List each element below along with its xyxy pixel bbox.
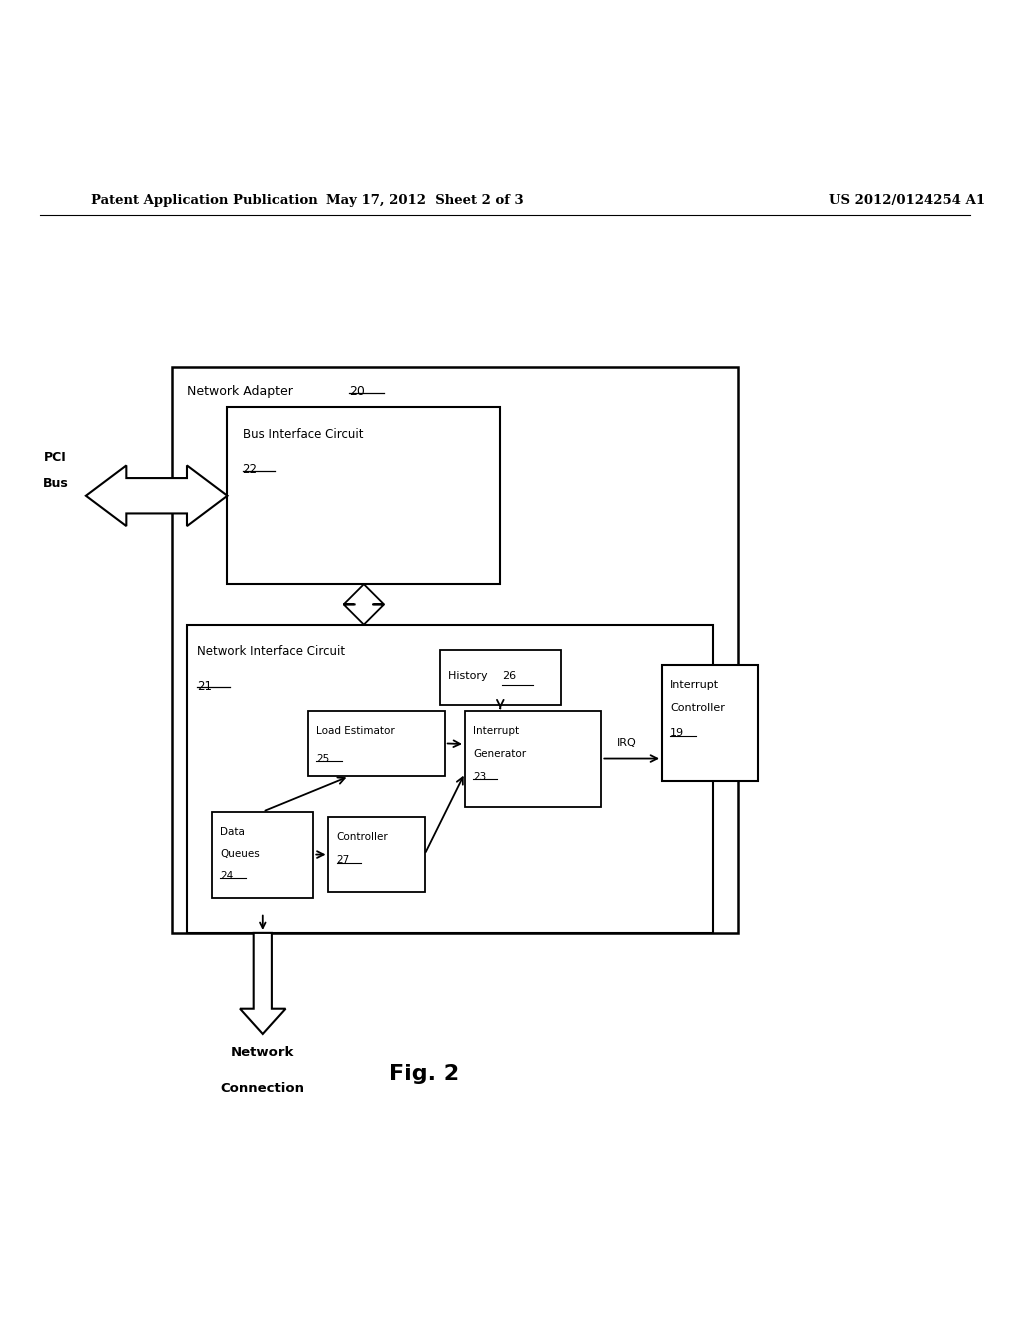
Text: History: History bbox=[447, 671, 490, 681]
Text: PCI: PCI bbox=[44, 451, 67, 463]
Text: IRQ: IRQ bbox=[616, 738, 637, 748]
Text: Bus: Bus bbox=[43, 477, 69, 490]
Text: Controller: Controller bbox=[670, 704, 725, 714]
Bar bbox=[329, 817, 425, 892]
Bar bbox=[212, 812, 313, 898]
Text: 25: 25 bbox=[316, 754, 330, 764]
Text: 24: 24 bbox=[220, 871, 233, 882]
Text: Generator: Generator bbox=[473, 748, 526, 759]
Text: 20: 20 bbox=[349, 385, 365, 399]
Text: 27: 27 bbox=[337, 855, 350, 865]
Bar bbox=[465, 710, 601, 807]
Polygon shape bbox=[344, 585, 384, 624]
Text: Controller: Controller bbox=[337, 832, 388, 842]
Text: Fig. 2: Fig. 2 bbox=[389, 1064, 460, 1085]
Text: Data: Data bbox=[220, 826, 245, 837]
Polygon shape bbox=[86, 466, 227, 527]
Text: 19: 19 bbox=[670, 727, 684, 738]
Text: Connection: Connection bbox=[221, 1082, 305, 1096]
Polygon shape bbox=[240, 933, 286, 1034]
Text: 21: 21 bbox=[197, 680, 212, 693]
Text: 26: 26 bbox=[503, 671, 516, 681]
Text: Queues: Queues bbox=[220, 849, 260, 859]
Text: Interrupt: Interrupt bbox=[473, 726, 519, 735]
Bar bbox=[172, 367, 738, 933]
Bar bbox=[187, 624, 713, 933]
Text: Patent Application Publication: Patent Application Publication bbox=[91, 194, 317, 207]
Bar bbox=[227, 408, 501, 585]
Text: Network Interface Circuit: Network Interface Circuit bbox=[197, 645, 345, 657]
Bar bbox=[308, 710, 444, 776]
Bar bbox=[663, 665, 758, 781]
Text: US 2012/0124254 A1: US 2012/0124254 A1 bbox=[828, 194, 985, 207]
Text: 23: 23 bbox=[473, 772, 486, 783]
Text: Interrupt: Interrupt bbox=[670, 680, 719, 690]
Text: May 17, 2012  Sheet 2 of 3: May 17, 2012 Sheet 2 of 3 bbox=[326, 194, 523, 207]
Text: Network Adapter: Network Adapter bbox=[187, 385, 301, 399]
Text: 22: 22 bbox=[243, 463, 258, 477]
Text: Load Estimator: Load Estimator bbox=[316, 726, 395, 735]
Text: Network: Network bbox=[231, 1045, 295, 1059]
Text: Bus Interface Circuit: Bus Interface Circuit bbox=[243, 428, 364, 441]
Bar bbox=[439, 649, 561, 705]
